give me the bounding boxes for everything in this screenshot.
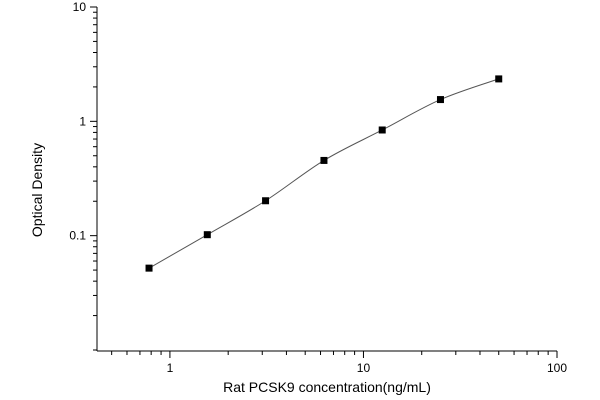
axes: 1 10 100 0.1 1 10 <box>69 0 567 375</box>
data-point <box>145 264 153 272</box>
y-tick-label: 1 <box>79 114 86 128</box>
y-axis-title: Optical Density <box>29 143 45 237</box>
data-point <box>320 156 328 164</box>
curve-layer <box>148 78 499 269</box>
x-tick-label: 1 <box>167 361 174 375</box>
points-layer <box>145 75 503 272</box>
x-tick-label: 10 <box>357 361 371 375</box>
fit-curve <box>148 78 499 269</box>
data-point <box>495 75 503 83</box>
y-tick-label: 10 <box>73 0 87 14</box>
x-ticks: 1 10 100 <box>111 351 567 375</box>
data-point <box>203 231 211 239</box>
data-point <box>436 96 444 104</box>
data-point <box>262 197 270 205</box>
data-point <box>378 126 386 134</box>
y-ticks: 0.1 1 10 <box>69 0 97 351</box>
x-axis-title: Rat PCSK9 concentration(ng/mL) <box>223 379 431 395</box>
x-tick-label: 100 <box>547 361 567 375</box>
y-tick-label: 0.1 <box>69 229 86 243</box>
